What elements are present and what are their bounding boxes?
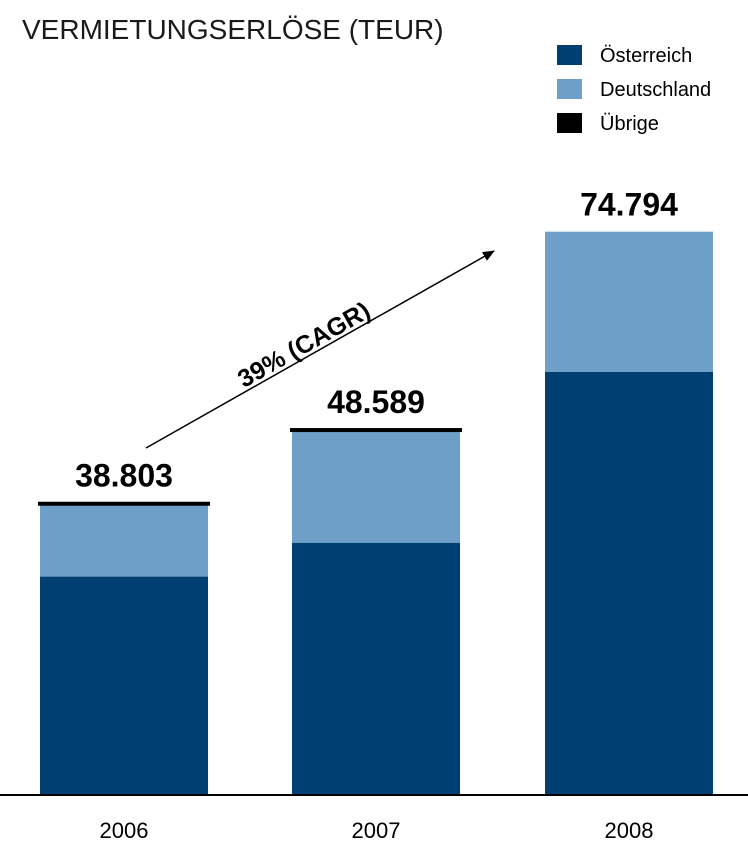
cagr-arrow: [145, 250, 495, 449]
x-tick-label-2008: 2008: [605, 818, 654, 843]
legend-swatch-österreich: [557, 45, 582, 65]
legend-swatch-übrige: [557, 113, 582, 133]
legend-label-übrige: Übrige: [600, 113, 659, 135]
bars: [38, 231, 713, 795]
total-label-2007: 48.589: [327, 384, 425, 420]
bar-segment-deutschland-2008: [545, 231, 713, 372]
legend-swatch-deutschland: [557, 79, 582, 99]
legend: Österreich Deutschland Übrige: [557, 45, 711, 135]
x-tick-label-2006: 2006: [100, 818, 149, 843]
bar-segment-deutschland-2007: [292, 429, 460, 543]
total-label-2008: 74.794: [580, 187, 678, 223]
bar-segment-österreich-2008: [545, 371, 713, 795]
bar-segment-übrige-2007: [290, 428, 462, 433]
bar-segment-österreich-2007: [292, 542, 460, 795]
cagr-annotation: 39% (CAGR): [233, 297, 375, 394]
bar-segment-deutschland-2006: [40, 505, 208, 577]
total-label-2006: 38.803: [75, 458, 173, 494]
labels: 38.803 2006 48.589 2007 74.794 2008: [75, 187, 678, 843]
legend-label-österreich: Österreich: [600, 45, 692, 67]
chart-title: VERMIETUNGSERLÖSE (TEUR): [22, 14, 444, 45]
x-tick-label-2007: 2007: [352, 818, 401, 843]
legend-label-deutschland: Deutschland: [600, 79, 711, 101]
bar-segment-österreich-2006: [40, 576, 208, 795]
bar-segment-übrige-2006: [38, 501, 210, 506]
